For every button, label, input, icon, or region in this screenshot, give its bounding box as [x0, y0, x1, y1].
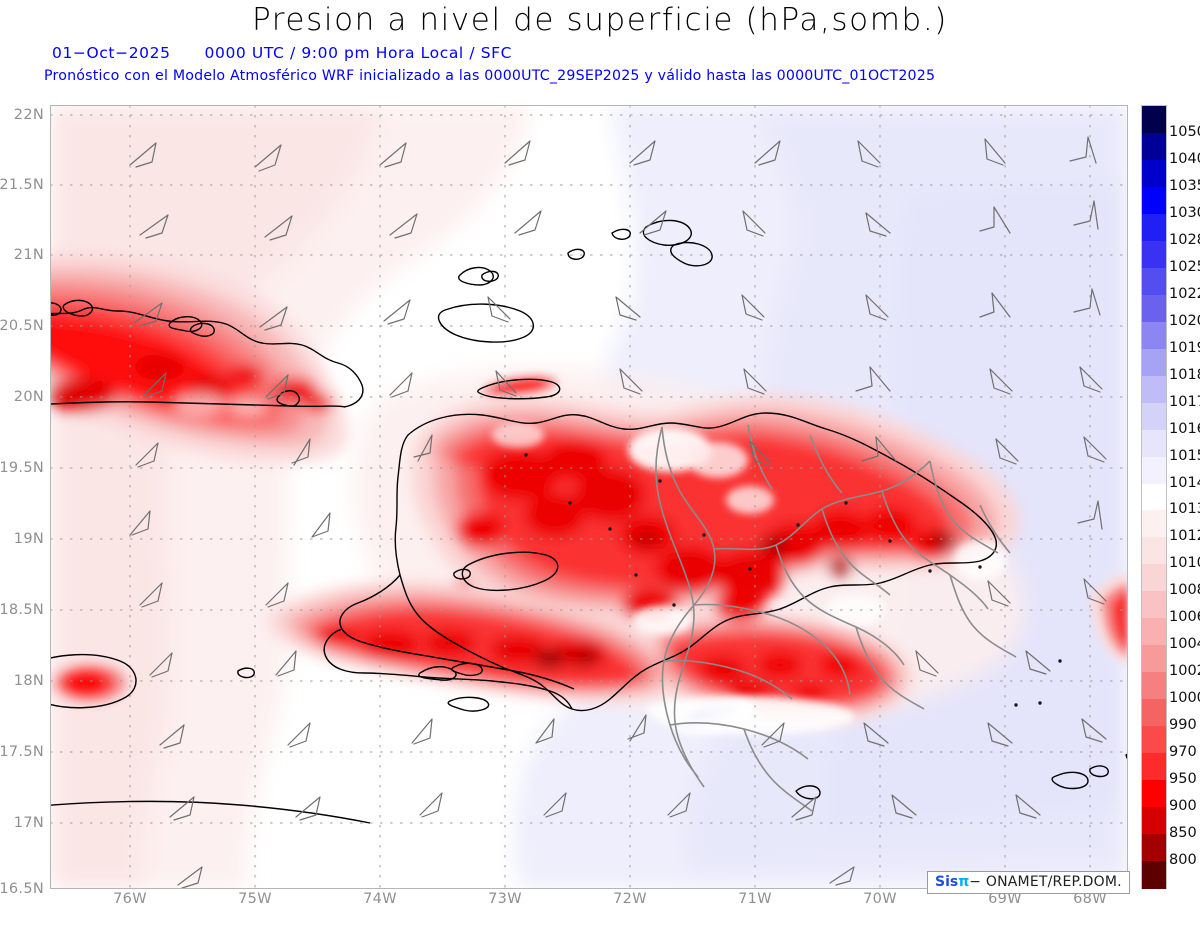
- attribution-badge: Sisπ− ONAMET/REP.DOM.: [927, 871, 1130, 894]
- y-tick-22n: 22N: [13, 107, 44, 123]
- colorbar-tick-970: 970: [1169, 744, 1197, 761]
- chart-model-description: Pronóstico con el Modelo Atmosférico WRF…: [44, 68, 936, 84]
- y-tick-19.5n: 19.5N: [0, 460, 44, 476]
- chart-header: Presion a nivel de superficie (hPa,somb.…: [0, 0, 1200, 100]
- y-tick-18.5n: 18.5N: [0, 602, 44, 618]
- colorbar-tick-1008: 1008: [1169, 582, 1200, 599]
- colorbar-tick-1018: 1018: [1169, 366, 1200, 383]
- colorbar-band: [1142, 429, 1166, 458]
- colorbar-band: [1142, 672, 1166, 700]
- colorbar-band: [1142, 267, 1166, 296]
- colorbar-tick-990: 990: [1169, 717, 1197, 734]
- colorbar-band: [1142, 456, 1166, 485]
- colorbar-tick-1040: 1040: [1169, 150, 1200, 167]
- map-plot-area: 22N 21.5N 21N 20.5N 20N 19.5N 19N 18.5N …: [0, 105, 1128, 907]
- colorbar-band: [1142, 159, 1166, 188]
- colorbar-band: [1142, 213, 1166, 242]
- credit-pi-symbol: π: [958, 874, 970, 890]
- pressure-colorbar-labels: 1050 1040 1035 1030 1028 1025 1022 1020 1019 1018…: [1169, 105, 1200, 889]
- y-tick-21n: 21N: [13, 247, 44, 263]
- pressure-colorbar: [1141, 105, 1167, 889]
- colorbar-band: [1142, 834, 1166, 862]
- colorbar-tick-1000: 1000: [1169, 690, 1200, 707]
- colorbar-tick-1035: 1035: [1169, 177, 1200, 194]
- forecast-runtime: 0000 UTC / 9:00 pm Hora Local / SFC: [204, 44, 513, 62]
- colorbar-band: [1142, 780, 1166, 808]
- colorbar-band: [1142, 510, 1166, 539]
- colorbar-tick-1025: 1025: [1169, 258, 1200, 275]
- x-tick-74w: 74W: [363, 891, 397, 907]
- colorbar-band: [1142, 807, 1166, 835]
- colorbar-band: [1142, 106, 1166, 134]
- colorbar-tick-1013: 1013: [1169, 501, 1200, 518]
- colorbar-band: [1142, 645, 1166, 673]
- x-tick-73w: 73W: [488, 891, 522, 907]
- wind-barbs: [129, 136, 1107, 889]
- colorbar-band: [1142, 321, 1166, 350]
- colorbar-band: [1142, 591, 1166, 619]
- colorbar-tick-850: 850: [1169, 825, 1197, 842]
- colorbar-tick-1050: 1050: [1169, 123, 1200, 140]
- colorbar-band: [1142, 699, 1166, 727]
- colorbar-band: [1142, 726, 1166, 754]
- x-tick-71w: 71W: [738, 891, 772, 907]
- station-markers: [524, 453, 1062, 707]
- colorbar-band: [1142, 240, 1166, 269]
- y-tick-17n: 17N: [13, 815, 44, 831]
- colorbar-tick-1020: 1020: [1169, 312, 1200, 329]
- colorbar-tick-1019: 1019: [1169, 339, 1200, 356]
- x-tick-70w: 70W: [863, 891, 897, 907]
- colorbar-band: [1142, 564, 1166, 592]
- y-tick-19n: 19N: [13, 531, 44, 547]
- colorbar-band: [1142, 375, 1166, 404]
- credit-suffix: − ONAMET/REP.DOM.: [969, 874, 1122, 890]
- colorbar-tick-1004: 1004: [1169, 636, 1200, 653]
- colorbar-band: [1142, 753, 1166, 781]
- colorbar-band: [1142, 537, 1166, 565]
- y-tick-20.5n: 20.5N: [0, 318, 44, 334]
- x-tick-75w: 75W: [238, 891, 272, 907]
- x-tick-76w: 76W: [113, 891, 147, 907]
- page-title: Presion a nivel de superficie (hPa,somb.…: [252, 2, 948, 38]
- colorbar-tick-1012: 1012: [1169, 528, 1200, 545]
- chart-subtitle-datetime: 01−Oct−2025 0000 UTC / 9:00 pm Hora Local…: [52, 44, 512, 62]
- colorbar-tick-1017: 1017: [1169, 393, 1200, 410]
- colorbar-band: [1142, 294, 1166, 323]
- colorbar-band: [1142, 483, 1166, 512]
- colorbar-band: [1142, 861, 1166, 889]
- colorbar-tick-1022: 1022: [1169, 285, 1200, 302]
- x-tick-68w: 68W: [1073, 891, 1107, 907]
- colorbar-band: [1142, 618, 1166, 646]
- pressure-heatmap: [50, 105, 1128, 889]
- colorbar-tick-800: 800: [1169, 852, 1197, 869]
- colorbar-tick-950: 950: [1169, 771, 1197, 788]
- coastlines: [50, 219, 1128, 824]
- y-tick-21.5n: 21.5N: [0, 177, 44, 193]
- y-tick-17.5n: 17.5N: [0, 744, 44, 760]
- x-tick-69w: 69W: [988, 891, 1022, 907]
- colorbar-tick-900: 900: [1169, 798, 1197, 815]
- colorbar-tick-1016: 1016: [1169, 420, 1200, 437]
- y-tick-18n: 18N: [13, 673, 44, 689]
- colorbar-tick-1002: 1002: [1169, 663, 1200, 680]
- colorbar-band: [1142, 186, 1166, 215]
- colorbar-tick-1010: 1010: [1169, 555, 1200, 572]
- province-boundaries: [655, 424, 1017, 812]
- colorbar-band: [1142, 402, 1166, 431]
- colorbar-tick-1030: 1030: [1169, 204, 1200, 221]
- y-tick-16.5n: 16.5N: [0, 881, 44, 897]
- colorbar-band: [1142, 132, 1166, 161]
- colorbar-tick-1015: 1015: [1169, 447, 1200, 464]
- forecast-date: 01−Oct−2025: [52, 44, 171, 62]
- y-tick-20n: 20N: [13, 389, 44, 405]
- x-tick-72w: 72W: [613, 891, 647, 907]
- colorbar-band: [1142, 348, 1166, 377]
- credit-prefix: Sis: [935, 874, 959, 890]
- colorbar-tick-1006: 1006: [1169, 609, 1200, 626]
- colorbar-tick-1014: 1014: [1169, 474, 1200, 491]
- colorbar-tick-1028: 1028: [1169, 231, 1200, 248]
